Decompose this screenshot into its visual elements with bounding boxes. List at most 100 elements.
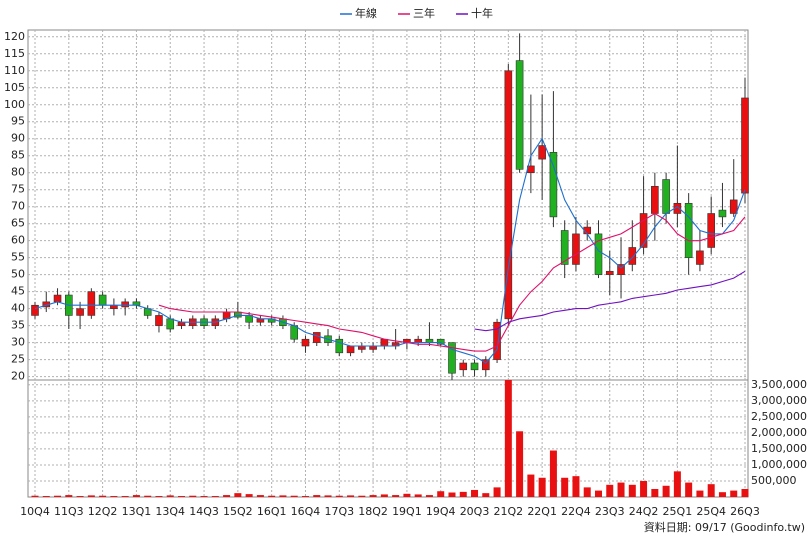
volume-tick-label: 2,000,000 xyxy=(751,426,807,439)
x-tick-label: 16Q4 xyxy=(291,505,321,518)
volume-bar xyxy=(380,494,388,497)
volume-bar xyxy=(234,493,242,497)
x-tick-label: 11Q3 xyxy=(54,505,84,518)
volume-bar xyxy=(696,490,704,497)
volume-bar xyxy=(268,495,276,497)
x-tick-label: 21Q2 xyxy=(494,505,524,518)
volume-bar xyxy=(673,471,681,497)
volume-bar xyxy=(516,431,524,497)
volume-bar xyxy=(707,484,715,497)
volume-bar xyxy=(572,476,580,497)
plot-frame xyxy=(27,29,749,498)
volume-bar xyxy=(471,489,479,497)
x-tick-label: 10Q4 xyxy=(20,505,50,518)
volume-tick-label: 3,000,000 xyxy=(751,394,807,407)
ma-line xyxy=(474,270,746,332)
y-tick-label: 105 xyxy=(4,81,25,94)
x-tick-label: 25Q1 xyxy=(663,505,693,518)
volume-bar xyxy=(651,488,659,497)
y-tick-label: 115 xyxy=(4,47,25,60)
volume-bar xyxy=(42,496,50,497)
candle-body xyxy=(459,362,468,371)
volume-bar xyxy=(155,496,163,497)
candle-body xyxy=(696,250,704,265)
x-tick-label: 15Q2 xyxy=(223,505,253,518)
candle-body xyxy=(628,247,637,265)
volume-bar xyxy=(132,495,140,497)
candle-body xyxy=(515,60,524,170)
volume-bar xyxy=(31,495,39,497)
volume-bar xyxy=(223,495,231,497)
volume-bar xyxy=(99,495,107,497)
candle-body xyxy=(312,332,321,343)
volume-bar xyxy=(414,494,422,497)
volume-bar xyxy=(538,477,546,497)
volume-tick-label: 1,000,000 xyxy=(751,458,807,471)
volume-bar xyxy=(459,491,467,497)
footer: 資料日期: 09/17 (Goodinfo.tw) xyxy=(644,520,805,534)
candle-body xyxy=(53,294,62,303)
volume-bar xyxy=(121,496,129,497)
volume-bar xyxy=(425,495,433,497)
candle-body xyxy=(448,342,456,374)
volume-tick-label: 1,500,000 xyxy=(751,442,807,455)
x-tick-label: 13Q1 xyxy=(122,505,152,518)
volume-bar xyxy=(65,495,73,497)
volume-bar xyxy=(549,450,557,497)
volume-bar xyxy=(110,496,118,497)
candle-body xyxy=(346,345,355,354)
candle-body xyxy=(594,233,603,275)
candle-body xyxy=(651,186,659,214)
y-tick-label: 25 xyxy=(11,353,25,366)
candle-body xyxy=(560,230,569,265)
candle-body xyxy=(87,291,96,316)
volume-bar xyxy=(178,496,186,497)
candle-body xyxy=(605,270,614,275)
candle-body xyxy=(31,304,39,316)
volume-bar xyxy=(144,495,152,497)
y-tick-label: 55 xyxy=(11,251,25,264)
volume-bar xyxy=(245,494,253,497)
candle-body xyxy=(470,362,479,371)
y-tick-label: 75 xyxy=(11,183,25,196)
candle-body xyxy=(155,315,163,326)
candle-body xyxy=(662,179,670,214)
volume-bar xyxy=(324,495,332,497)
x-tick-label: 26Q3 xyxy=(730,505,760,518)
y-tick-label: 95 xyxy=(11,115,25,128)
x-tick-label: 16Q1 xyxy=(257,505,287,518)
y-tick-label: 65 xyxy=(11,217,25,230)
ma-line xyxy=(158,212,746,352)
x-tick-label: 20Q3 xyxy=(460,505,490,518)
x-tick-label: 19Q4 xyxy=(426,505,456,518)
candle-body xyxy=(481,359,490,371)
candle-body xyxy=(684,203,693,258)
volume-bar xyxy=(290,495,298,497)
volume-bar xyxy=(606,484,614,497)
candle-body xyxy=(617,264,625,275)
y-tick-label: 90 xyxy=(11,132,25,145)
x-tick-label: 19Q1 xyxy=(392,505,422,518)
volume-tick-label: 2,500,000 xyxy=(751,410,807,423)
y-tick-label: 100 xyxy=(4,98,25,111)
volume-bar xyxy=(628,484,636,497)
volume-bar xyxy=(617,482,625,497)
volume-bar xyxy=(640,480,648,497)
volume-bar xyxy=(493,487,501,497)
legend-label: 三年 xyxy=(413,6,435,20)
x-tick-label: 24Q2 xyxy=(629,505,659,518)
candle-body xyxy=(549,152,558,218)
volume-bar xyxy=(392,495,400,497)
volume-bar xyxy=(482,493,490,497)
volume-bar xyxy=(437,491,445,497)
candle-body xyxy=(301,338,310,347)
x-tick-label: 12Q2 xyxy=(88,505,118,518)
volume-bar xyxy=(685,482,693,497)
y-tick-label: 20 xyxy=(11,370,25,383)
y-tick-label: 50 xyxy=(11,268,25,281)
x-tick-label: 14Q3 xyxy=(189,505,219,518)
candle-body xyxy=(504,70,513,320)
volume-bar xyxy=(54,495,62,497)
x-tick-label: 25Q4 xyxy=(696,505,726,518)
volume-bar xyxy=(200,496,208,497)
